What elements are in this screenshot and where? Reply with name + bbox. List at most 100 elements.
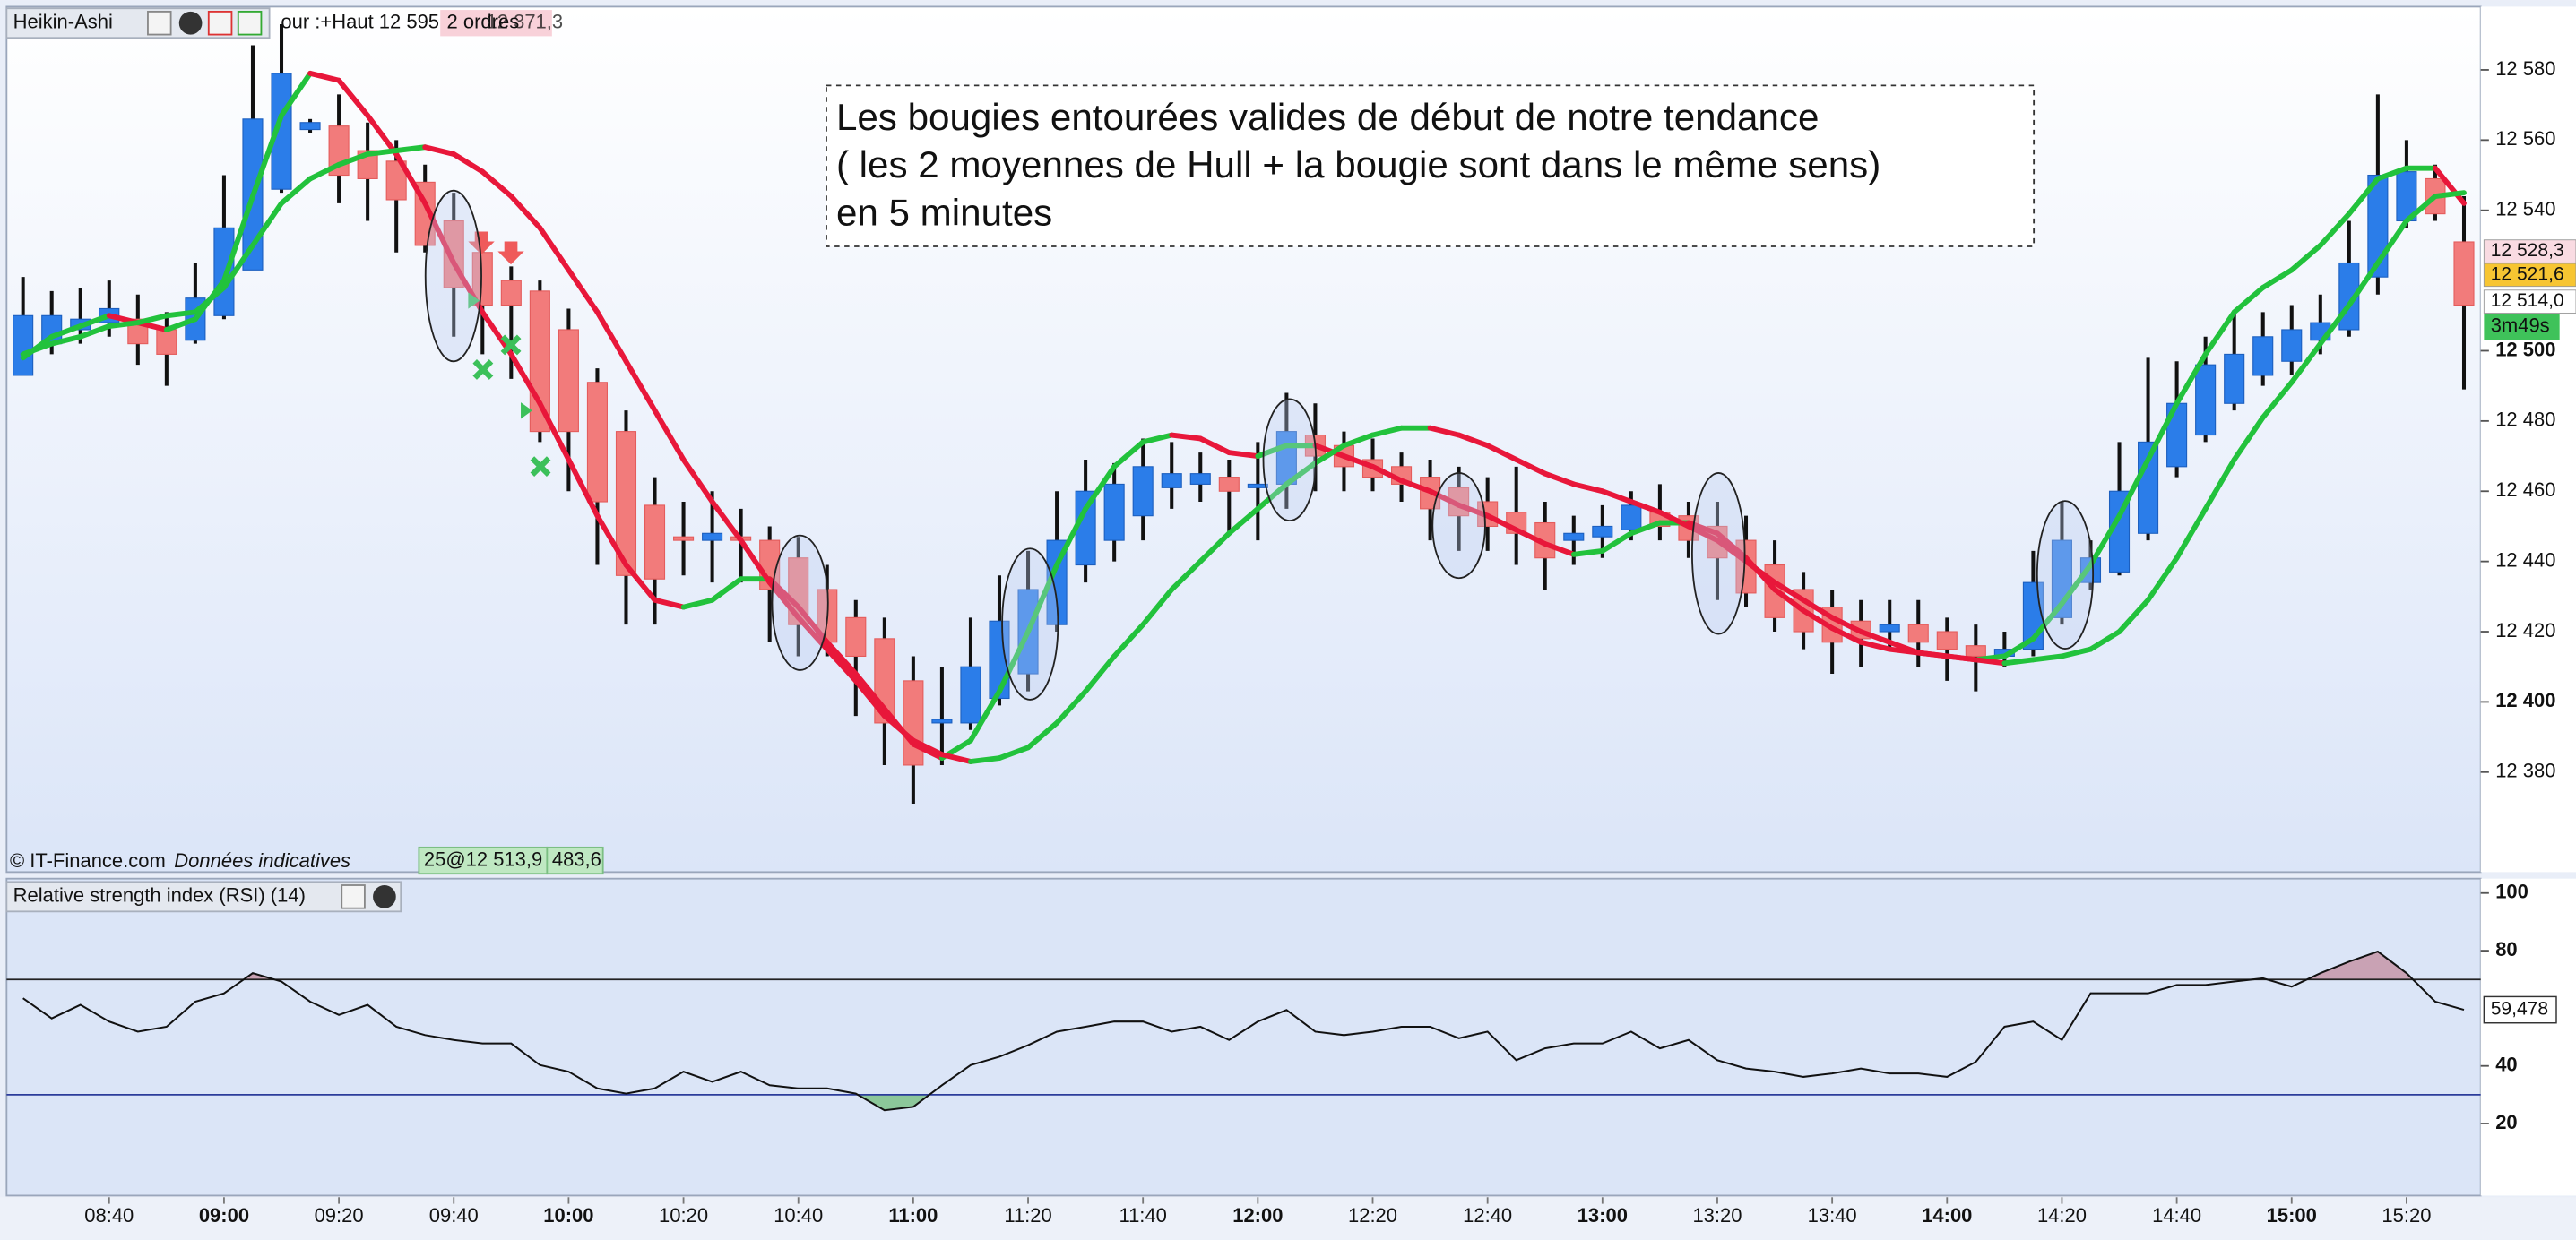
candle-body (13, 314, 34, 376)
candle-body (213, 227, 235, 316)
y-tick-label: 12 440 (2495, 548, 2555, 571)
rsi-current-label: 59,478 (2491, 999, 2548, 1020)
hull-segment (2088, 512, 2122, 568)
hull-segment (279, 70, 313, 118)
hull-segment (766, 576, 801, 610)
copyright: © IT-Finance.com (10, 849, 166, 872)
hull-segment (1370, 425, 1405, 438)
buy-marker (468, 292, 480, 309)
hull-segment (451, 151, 486, 175)
close-icon[interactable] (178, 11, 203, 35)
hull-segment (221, 242, 255, 290)
rsi-line (22, 950, 2465, 1112)
hull-segment (2145, 555, 2180, 603)
hull-segment (2260, 267, 2295, 290)
hull-segment (106, 320, 141, 329)
candle-body (1965, 645, 1986, 658)
cross-markers (472, 334, 551, 478)
settings-icon[interactable] (341, 884, 366, 909)
hull-segment (2374, 218, 2409, 266)
hull-segment (1858, 629, 1893, 645)
hull-segment (2030, 600, 2065, 642)
close-icon[interactable] (373, 885, 396, 908)
y-tick-label: 12 400 (2495, 689, 2555, 711)
hull-segment (1570, 481, 1605, 495)
hull-segment (48, 333, 83, 347)
hull-segment (279, 176, 313, 206)
up-icon[interactable] (237, 10, 263, 36)
header-info: our :+Haut 12 595 (281, 11, 439, 33)
hull-segment (1743, 558, 1777, 586)
hull-segment (2174, 505, 2209, 561)
x-tick-label: 13:20 (1692, 1204, 1742, 1227)
ellipse (2036, 500, 2095, 650)
rsi-panel (5, 877, 2482, 1197)
hull-segment (77, 313, 112, 329)
hull-segment (2174, 351, 2209, 407)
hull-segment (1915, 650, 1950, 659)
rsi-y-tick-label: 40 (2495, 1054, 2517, 1076)
hull-segment (968, 755, 1002, 764)
axes: 12 580 12 560 12 540 12 500 12 480 12 460 12 4… (84, 57, 2576, 1227)
hull-segment (307, 70, 342, 83)
hull-segment (1312, 443, 1347, 466)
hull-segment (336, 77, 371, 118)
candle-body (1103, 483, 1125, 541)
y-tick-label: 12 380 (2495, 760, 2555, 782)
hull-segment (852, 671, 887, 712)
candle-body (702, 532, 723, 541)
x-tick-label: 13:00 (1578, 1204, 1628, 1227)
hull-segment (1628, 499, 1663, 515)
candle-body (615, 431, 637, 576)
candle-body (903, 680, 924, 766)
annotation-line: Les bougies entourées valides de début d… (836, 96, 1819, 138)
hull-segment (1398, 478, 1433, 495)
chart-title: Heikin-Ashi (13, 11, 113, 33)
orders-tag (440, 10, 552, 37)
ellipse (1001, 547, 1059, 701)
hull-segment (709, 576, 744, 603)
hull-segment (2202, 309, 2237, 357)
hull-segment (508, 194, 543, 231)
hull-segment (824, 646, 859, 684)
hull-segment (1226, 450, 1261, 459)
x-tick-label: 12:20 (1348, 1204, 1397, 1227)
hull-segment (2433, 190, 2467, 199)
hull-segment (1111, 622, 1146, 659)
hull-segment (910, 737, 945, 758)
x-tick-label: 10:20 (659, 1204, 708, 1227)
hull-segment (2030, 653, 2065, 663)
candle-body (931, 719, 953, 724)
hull-segment (997, 629, 1031, 694)
candle-body (586, 382, 608, 503)
hull-segment (1370, 463, 1405, 484)
candle-body (2453, 241, 2475, 306)
settings-icon[interactable] (147, 10, 172, 36)
hull-segment (422, 144, 457, 157)
x-tick-label: 15:20 (2382, 1204, 2431, 1227)
candle-body (2224, 353, 2245, 404)
hull-segment (1513, 457, 1548, 477)
candle-body (2195, 364, 2217, 436)
hull-segment (2231, 415, 2266, 462)
candle-body (1936, 631, 1958, 650)
hull-segment (1715, 530, 1749, 561)
hull-segment (2059, 562, 2094, 607)
candle-body (1189, 473, 1211, 485)
price-tag-label: 12 521,6 (2491, 263, 2564, 284)
x-tick-label: 14:40 (2152, 1204, 2201, 1227)
hull-segment (1427, 488, 1462, 508)
candle-body (529, 290, 550, 433)
candle-body (1879, 624, 1900, 633)
hull-segment (1772, 580, 1807, 603)
down-icon[interactable] (207, 10, 233, 36)
hull-segment (2288, 340, 2323, 385)
hull-segment (250, 200, 284, 248)
hull-segment (738, 538, 773, 586)
hull-segment (2116, 597, 2151, 634)
x-tick-label: 11:40 (1119, 1204, 1166, 1227)
hull-segment (1025, 719, 1060, 751)
hull-segment (2059, 646, 2094, 659)
hull-segment (1801, 607, 1836, 632)
